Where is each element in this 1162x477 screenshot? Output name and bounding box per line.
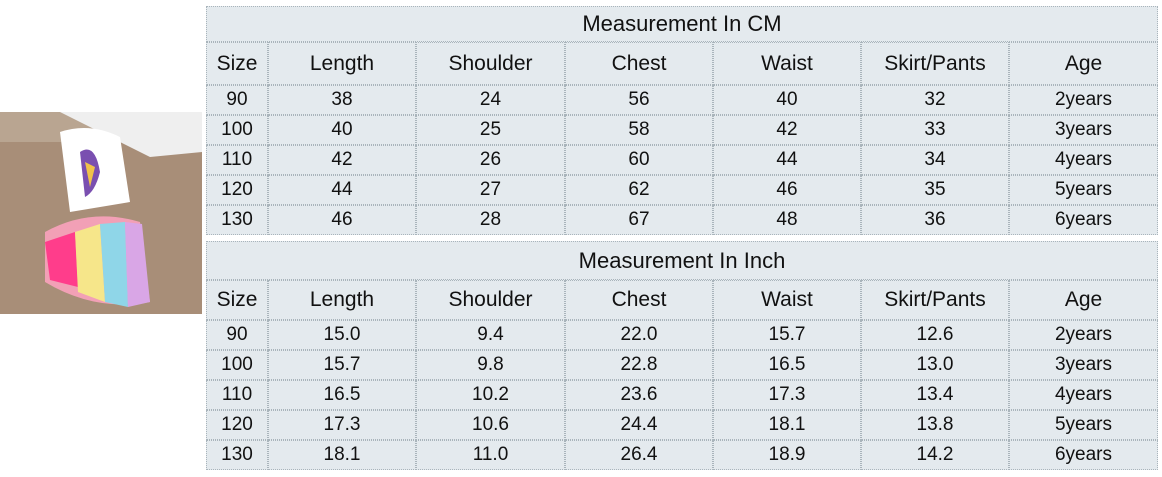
table-cell: 58: [565, 115, 713, 145]
table-cell: 46: [713, 175, 861, 205]
table-cell: 3years: [1009, 115, 1158, 145]
table-cell: 56: [565, 85, 713, 115]
table-cell: 130: [206, 440, 268, 470]
column-header: Waist: [713, 280, 861, 320]
column-header: Chest: [565, 42, 713, 85]
table-cell: 14.2: [861, 440, 1009, 470]
table-cell: 17.3: [713, 380, 861, 410]
table-cell: 4years: [1009, 380, 1158, 410]
column-header: Shoulder: [416, 280, 565, 320]
table-cell: 36: [861, 205, 1009, 235]
table-cell: 110: [206, 145, 268, 175]
table-cell: 40: [713, 85, 861, 115]
table-cell: 24: [416, 85, 565, 115]
table-cell: 34: [861, 145, 1009, 175]
table-cell: 130: [206, 205, 268, 235]
table-cell: 16.5: [713, 350, 861, 380]
table-cell: 13.8: [861, 410, 1009, 440]
table-cell: 18.1: [713, 410, 861, 440]
column-header: Skirt/Pants: [861, 42, 1009, 85]
table-title: Measurement In Inch: [206, 241, 1158, 280]
table-cell: 24.4: [565, 410, 713, 440]
column-header: Size: [206, 42, 268, 85]
product-photo: [0, 112, 202, 314]
table-cell: 2years: [1009, 320, 1158, 350]
table-cell: 120: [206, 410, 268, 440]
table-cell: 10.2: [416, 380, 565, 410]
table-cell: 5years: [1009, 175, 1158, 205]
table-cell: 44: [268, 175, 416, 205]
table-cell: 46: [268, 205, 416, 235]
table-cell: 38: [268, 85, 416, 115]
table-cell: 120: [206, 175, 268, 205]
table-cell: 110: [206, 380, 268, 410]
table-cell: 90: [206, 320, 268, 350]
table-cell: 60: [565, 145, 713, 175]
table-cell: 26: [416, 145, 565, 175]
table-cell: 48: [713, 205, 861, 235]
column-header: Age: [1009, 280, 1158, 320]
table-cell: 22.8: [565, 350, 713, 380]
table-cell: 18.9: [713, 440, 861, 470]
table-cell: 10.6: [416, 410, 565, 440]
table-cell: 100: [206, 350, 268, 380]
column-header: Skirt/Pants: [861, 280, 1009, 320]
table-cell: 5years: [1009, 410, 1158, 440]
table-cell: 11.0: [416, 440, 565, 470]
table-cell: 32: [861, 85, 1009, 115]
table-cell: 18.1: [268, 440, 416, 470]
size-table: Measurement In Inch Size Length Shoulder Che…: [206, 241, 1158, 470]
column-header: Age: [1009, 42, 1158, 85]
table-cell: 33: [861, 115, 1009, 145]
column-header: Length: [268, 280, 416, 320]
table-cell: 15.0: [268, 320, 416, 350]
table-cell: 25: [416, 115, 565, 145]
table-cell: 3years: [1009, 350, 1158, 380]
table-cell: 27: [416, 175, 565, 205]
column-header: Length: [268, 42, 416, 85]
table-cell: 23.6: [565, 380, 713, 410]
table-cell: 62: [565, 175, 713, 205]
table-cell: 67: [565, 205, 713, 235]
table-cell: 90: [206, 85, 268, 115]
table-cell: 9.8: [416, 350, 565, 380]
table-cell: 15.7: [713, 320, 861, 350]
table-cell: 100: [206, 115, 268, 145]
table-cell: 35: [861, 175, 1009, 205]
table-cell: 15.7: [268, 350, 416, 380]
table-cell: 13.0: [861, 350, 1009, 380]
table-cell: 16.5: [268, 380, 416, 410]
table-cell: 42: [713, 115, 861, 145]
table-title: Measurement In CM: [206, 6, 1158, 42]
table-cell: 28: [416, 205, 565, 235]
table-cell: 6years: [1009, 205, 1158, 235]
table-cell: 22.0: [565, 320, 713, 350]
size-table: Measurement In CM Size Length Shoulder Chest…: [206, 6, 1158, 235]
table-cell: 40: [268, 115, 416, 145]
column-header: Waist: [713, 42, 861, 85]
table-cell: 26.4: [565, 440, 713, 470]
table-cell: 13.4: [861, 380, 1009, 410]
column-header: Shoulder: [416, 42, 565, 85]
table-cell: 4years: [1009, 145, 1158, 175]
table-cell: 42: [268, 145, 416, 175]
table-cell: 9.4: [416, 320, 565, 350]
table-cell: 2years: [1009, 85, 1158, 115]
table-cell: 12.6: [861, 320, 1009, 350]
table-cell: 44: [713, 145, 861, 175]
table-cell: 6years: [1009, 440, 1158, 470]
table-cell: 17.3: [268, 410, 416, 440]
column-header: Size: [206, 280, 268, 320]
column-header: Chest: [565, 280, 713, 320]
